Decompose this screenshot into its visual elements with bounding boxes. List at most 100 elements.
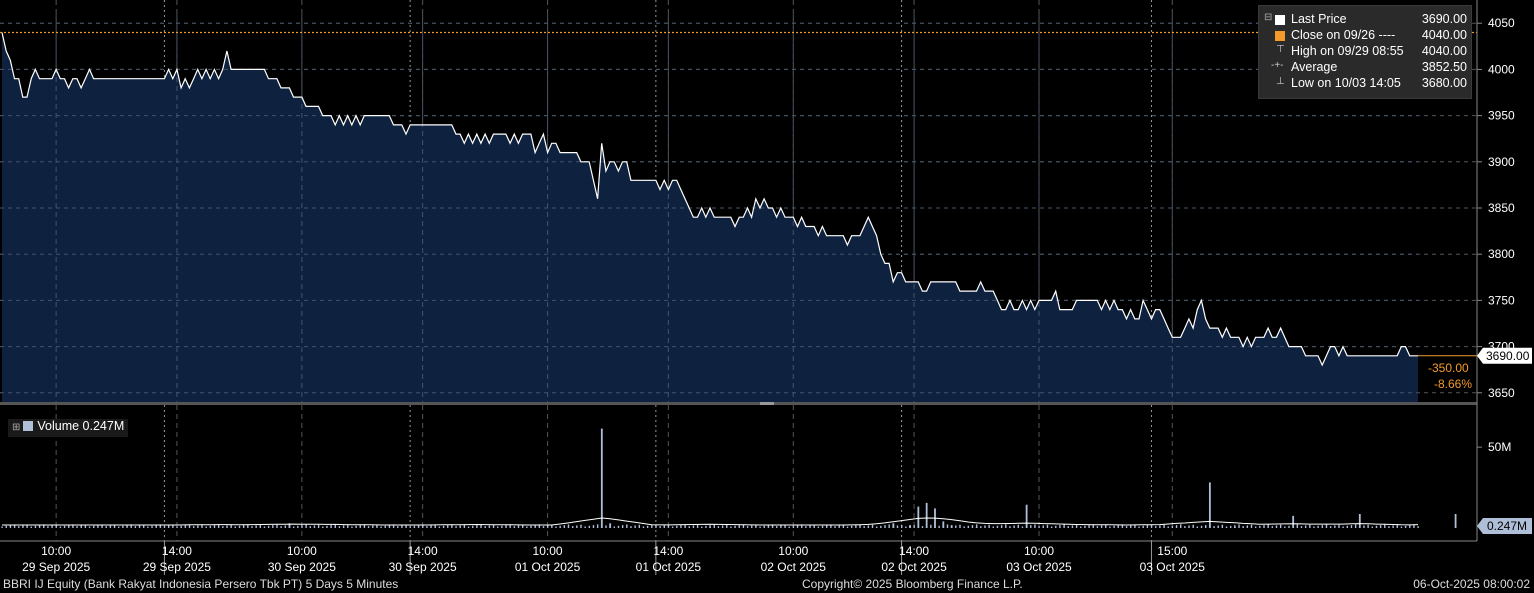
volume-bar — [709, 525, 711, 528]
legend-high[interactable]: ⊤ High on 09/29 08:55 4040.00 — [1259, 44, 1471, 60]
volume-bar — [530, 525, 532, 528]
volume-legend[interactable]: ⊞ Volume 0.247M — [8, 419, 129, 437]
volume-bar — [930, 524, 932, 528]
panel-resize-handle[interactable] — [760, 402, 774, 405]
volume-bar — [676, 525, 678, 528]
volume-bar — [388, 525, 391, 528]
volume-bar — [809, 525, 811, 528]
volume-bar — [330, 525, 332, 528]
volume-bar — [538, 524, 541, 528]
volume-bar — [1063, 524, 1065, 528]
volume-bar — [447, 525, 449, 528]
volume-bar — [463, 524, 466, 528]
volume-bar — [263, 526, 266, 528]
volume-bar — [755, 524, 757, 528]
volume-swatch — [23, 421, 34, 431]
x-time-label: 10:00 — [533, 544, 563, 558]
volume-bar-spike — [1358, 514, 1361, 528]
volume-bar — [172, 524, 174, 528]
volume-bar — [334, 524, 336, 528]
volume-bar — [913, 525, 915, 528]
volume-bar — [1067, 526, 1069, 528]
volume-bar — [1138, 526, 1140, 528]
volume-bar — [955, 525, 957, 528]
volume-bar — [197, 525, 199, 528]
volume-bar — [1309, 524, 1311, 528]
volume-bar — [655, 524, 657, 528]
volume-bar — [255, 525, 257, 528]
volume-bar — [451, 524, 453, 528]
collapse-icon[interactable]: ⊟ — [1264, 12, 1273, 23]
volume-bar — [842, 524, 845, 528]
volume-bar — [521, 524, 524, 528]
volume-bar — [163, 526, 166, 528]
y-tick-label: 3900 — [1488, 155, 1515, 169]
volume-bar — [313, 525, 316, 528]
volume-bar — [867, 525, 870, 528]
volume-bar — [730, 526, 732, 528]
volume-bar — [276, 524, 278, 528]
volume-bar — [1042, 525, 1044, 528]
change-pct-label: -8.66% — [1434, 377, 1473, 391]
legend-low[interactable]: ⊥ Low on 10/03 14:05 3680.00 — [1259, 76, 1471, 92]
volume-bar — [771, 524, 774, 528]
volume-bar — [26, 524, 28, 528]
volume-bar — [13, 524, 16, 528]
panel-divider[interactable] — [0, 402, 1477, 405]
y-tick-label: 3800 — [1488, 247, 1515, 261]
volume-bar — [47, 526, 49, 528]
volume-bar — [684, 524, 686, 528]
volume-bar — [76, 526, 78, 528]
legend-last-price[interactable]: ⊟ Last Price 3690.00 — [1259, 12, 1471, 28]
volume-bar — [871, 524, 874, 528]
volume-bar — [792, 525, 795, 528]
volume-bar — [222, 526, 224, 528]
volume-bar — [663, 525, 665, 528]
volume-bar — [1384, 524, 1386, 528]
volume-bar — [988, 524, 990, 528]
x-date-label: 30 Sep 2025 — [389, 560, 457, 574]
volume-bar — [1125, 526, 1128, 528]
volume-bar — [422, 524, 424, 528]
volume-bar — [401, 525, 403, 528]
volume-bar — [776, 526, 778, 528]
volume-bar — [592, 525, 595, 528]
volume-bar — [1146, 525, 1149, 528]
volume-bar — [567, 524, 570, 528]
volume-bar — [93, 525, 95, 528]
volume-bar-spike — [925, 502, 928, 528]
volume-bar — [859, 524, 861, 528]
volume-bar — [1009, 526, 1011, 528]
volume-bar-spike — [1233, 527, 1236, 528]
volume-bar — [80, 525, 82, 528]
x-date-label: 29 Sep 2025 — [22, 560, 90, 574]
legend-close[interactable]: Close on 09/26 ---- 4040.00 — [1259, 28, 1471, 44]
volume-bar — [1259, 525, 1261, 528]
volume-bar — [134, 526, 137, 528]
volume-bar — [413, 525, 416, 528]
legend-average[interactable]: -+- Average 3852.50 — [1259, 60, 1471, 76]
volume-bar-spike — [600, 428, 603, 528]
volume-bar — [351, 526, 353, 528]
volume-bar — [1238, 524, 1240, 528]
volume-bar — [184, 525, 187, 528]
volume-bar — [938, 525, 940, 528]
volume-bar — [30, 526, 32, 528]
volume-bar — [734, 525, 736, 528]
price-line[interactable] — [1, 32, 1418, 367]
volume-bar — [247, 524, 249, 528]
volume-bar — [43, 524, 45, 528]
volume-bar — [1279, 524, 1282, 528]
price-panel — [0, 14, 1477, 402]
x-date-label: 03 Oct 2025 — [1006, 560, 1072, 574]
volume-bar — [467, 526, 470, 528]
volume-bar — [1396, 524, 1398, 528]
expand-icon[interactable]: ⊞ — [12, 422, 21, 433]
x-time-label: 10:00 — [778, 544, 808, 558]
volume-bar — [875, 526, 878, 528]
volume-bar-spike — [942, 521, 945, 528]
volume-bar — [97, 525, 99, 528]
volume-bar — [1000, 525, 1003, 528]
volume-bar — [355, 525, 357, 528]
volume-bar — [1217, 525, 1219, 528]
